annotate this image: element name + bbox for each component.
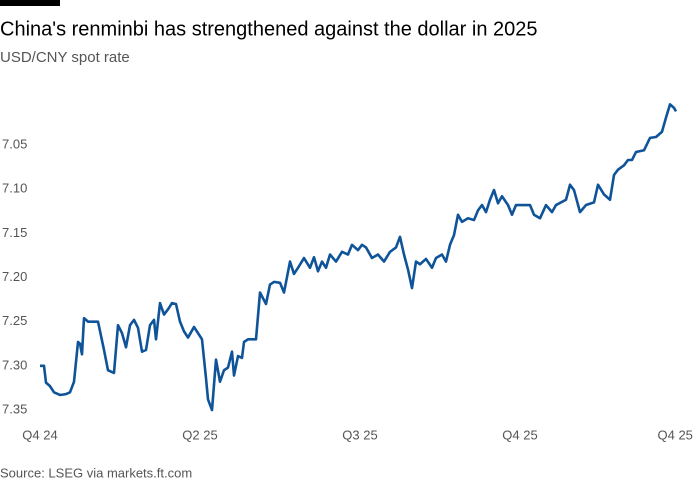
y-tick-label: 7.10 <box>2 181 27 196</box>
y-tick-label: 7.05 <box>2 136 27 151</box>
line <box>40 103 678 412</box>
x-tick-label: Q4 25 <box>657 427 692 442</box>
x-tick-label: Q3 25 <box>342 427 377 442</box>
x-tick-label: Q4 24 <box>22 427 57 442</box>
chart-title: China's renminbi has strengthened agains… <box>0 18 538 40</box>
y-tick-label: 7.30 <box>2 357 27 372</box>
x-tick-label: Q2 25 <box>182 427 217 442</box>
x-tick-label: Q4 25 <box>502 427 537 442</box>
chart-subtitle: USD/CNY spot rate <box>0 49 130 66</box>
y-tick-label: 7.20 <box>2 269 27 284</box>
source: Source: LSEG via markets.ft.com <box>0 465 192 480</box>
y-tick-label: 7.25 <box>2 313 27 328</box>
y-tick-label: 7.15 <box>2 225 27 240</box>
y-tick-label: 7.35 <box>2 401 27 416</box>
brand-bar <box>0 0 60 6</box>
